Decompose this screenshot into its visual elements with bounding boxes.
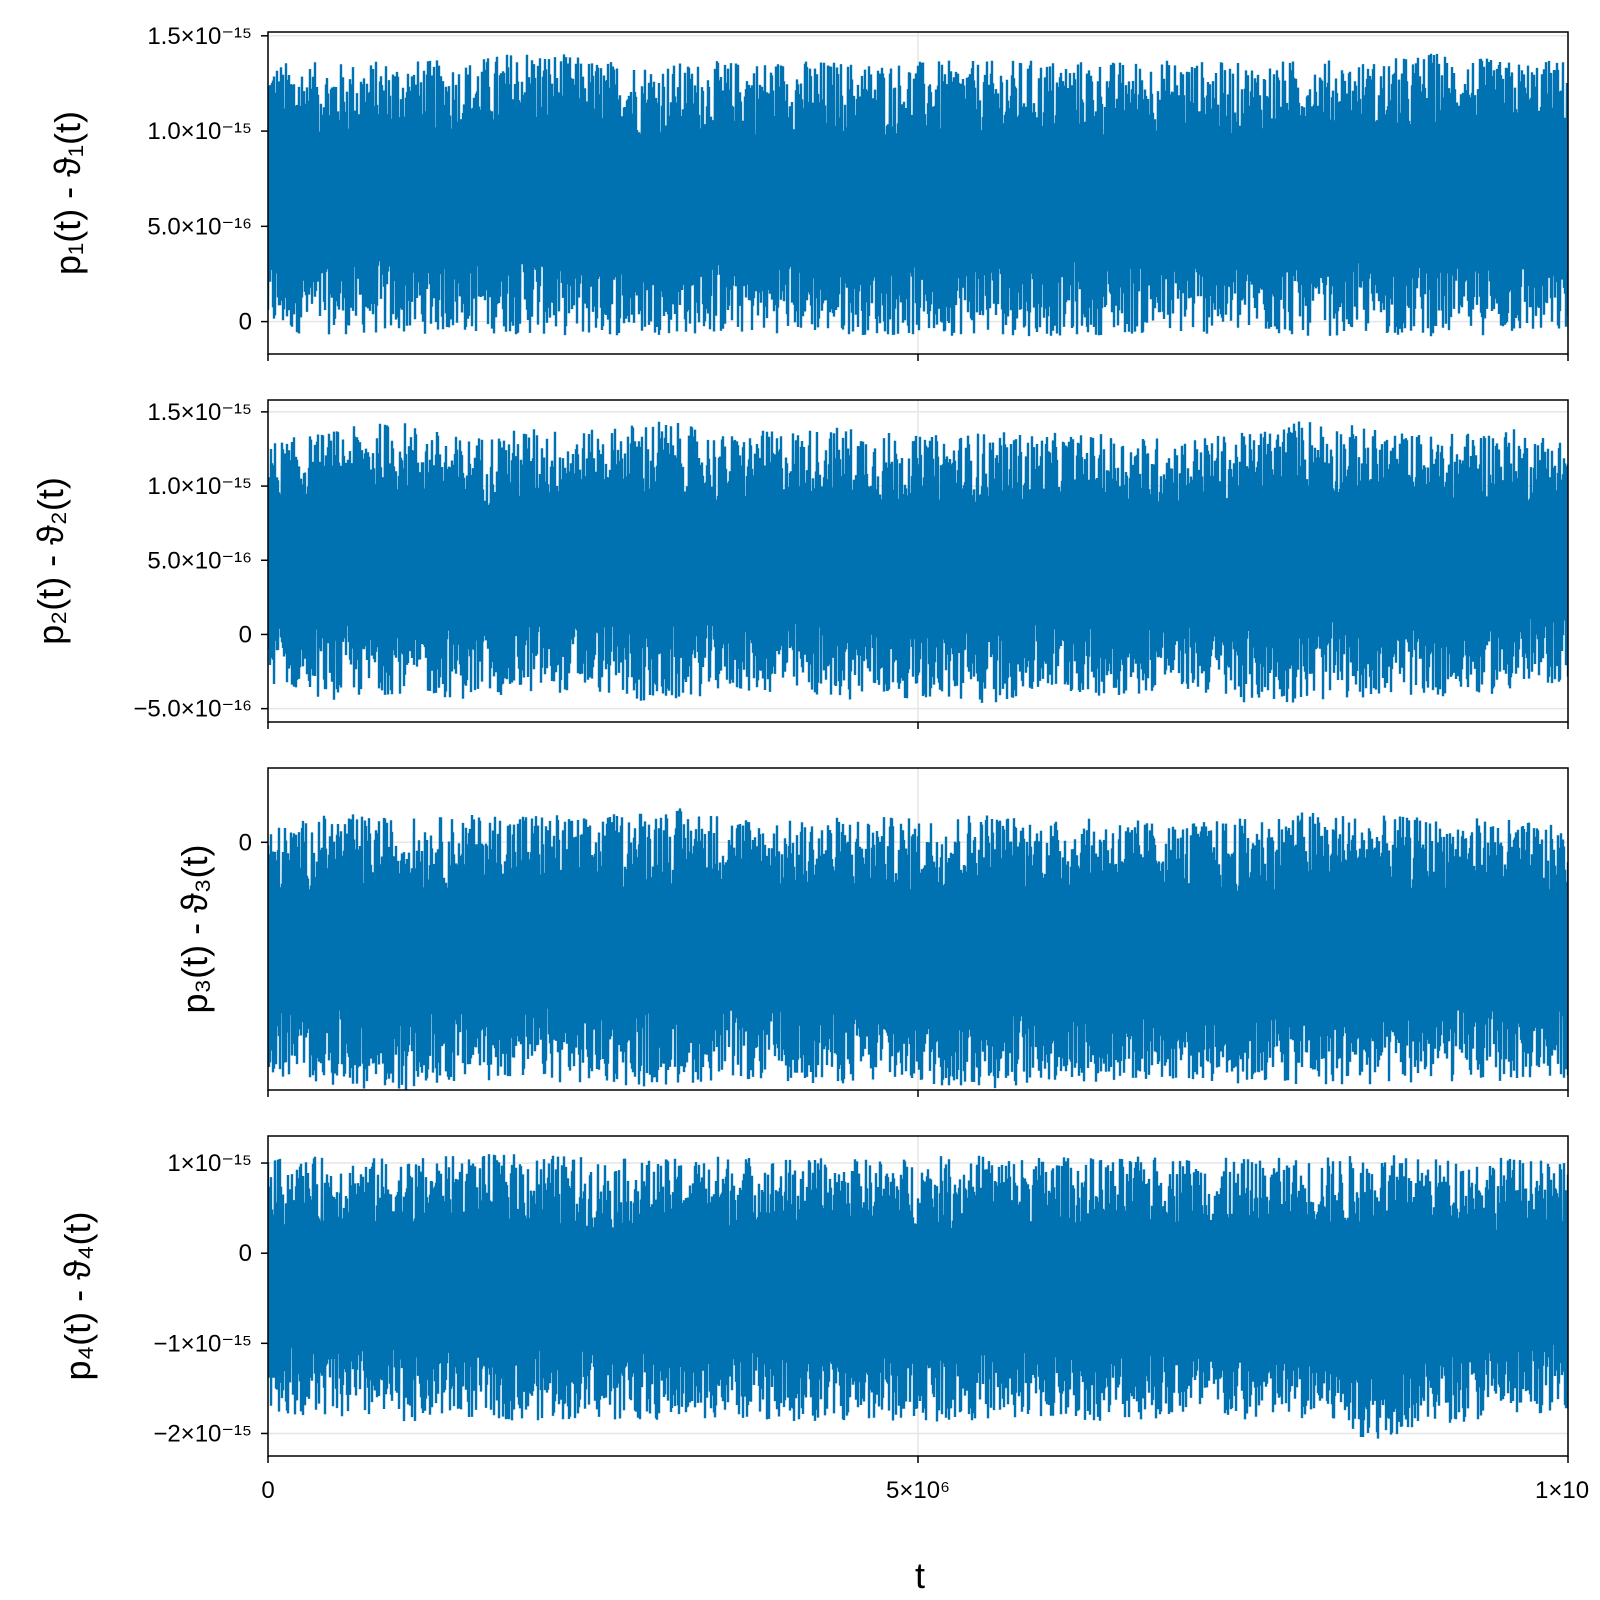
y-tick-label: 1.0×10⁻¹⁵	[147, 473, 252, 500]
panel-1: 0 5.0×10⁻¹⁶ 1.0×10⁻¹⁵ 1.5×10⁻¹⁵ p₁(t) - ϑ₁(t…	[47, 23, 1569, 361]
y-tick-label: −5.0×10⁻¹⁶	[133, 696, 252, 723]
panel-3: 0 p₃(t) - ϑ₃(t)	[174, 767, 1569, 1097]
y-tick-label: 1.5×10⁻¹⁵	[147, 399, 252, 426]
y-tick-label: −1×10⁻¹⁵	[153, 1330, 252, 1357]
x-tick-label: 5×10⁶	[886, 1477, 950, 1504]
y-tick-label: 0	[239, 621, 252, 648]
series-line	[268, 53, 1568, 337]
y-tick-label: 1.0×10⁻¹⁵	[147, 118, 252, 145]
y-axis-label: p₂(t) - ϑ₂(t)	[30, 477, 71, 645]
y-tick-label: 0	[239, 1240, 252, 1267]
y-axis-label: p₁(t) - ϑ₁(t)	[47, 111, 88, 275]
panel-4: −2×10⁻¹⁵ −1×10⁻¹⁵ 0 1×10⁻¹⁵ 0 5×10⁶ 1×10 p₄(t) …	[57, 1135, 1589, 1504]
y-tick-label: 0	[239, 309, 252, 336]
y-axis-label: p₃(t) - ϑ₃(t)	[174, 845, 215, 1014]
y-tick-label: 1.5×10⁻¹⁵	[147, 23, 252, 50]
series-line	[268, 1154, 1568, 1439]
y-tick-label: −2×10⁻¹⁵	[153, 1420, 252, 1447]
series-line	[268, 421, 1568, 703]
y-tick-label: 5.0×10⁻¹⁶	[147, 213, 252, 240]
panel-2: −5.0×10⁻¹⁶ 0 5.0×10⁻¹⁶ 1.0×10⁻¹⁵ 1.5×10⁻¹⁵ p₂…	[30, 399, 1569, 729]
panels: 0 5.0×10⁻¹⁶ 1.0×10⁻¹⁵ 1.5×10⁻¹⁵ p₁(t) - ϑ₁(t…	[30, 23, 1589, 1504]
x-tick-label: 1×10	[1535, 1477, 1589, 1504]
x-axis-label: t	[915, 1555, 925, 1596]
x-tick-label: 0	[261, 1477, 274, 1504]
y-tick-label: 0	[239, 829, 252, 856]
y-axis-label: p₄(t) - ϑ₄(t)	[57, 1211, 98, 1380]
y-tick-label: 1×10⁻¹⁵	[167, 1150, 252, 1177]
y-tick-label: 5.0×10⁻¹⁶	[147, 547, 252, 574]
series-line	[268, 808, 1568, 1090]
